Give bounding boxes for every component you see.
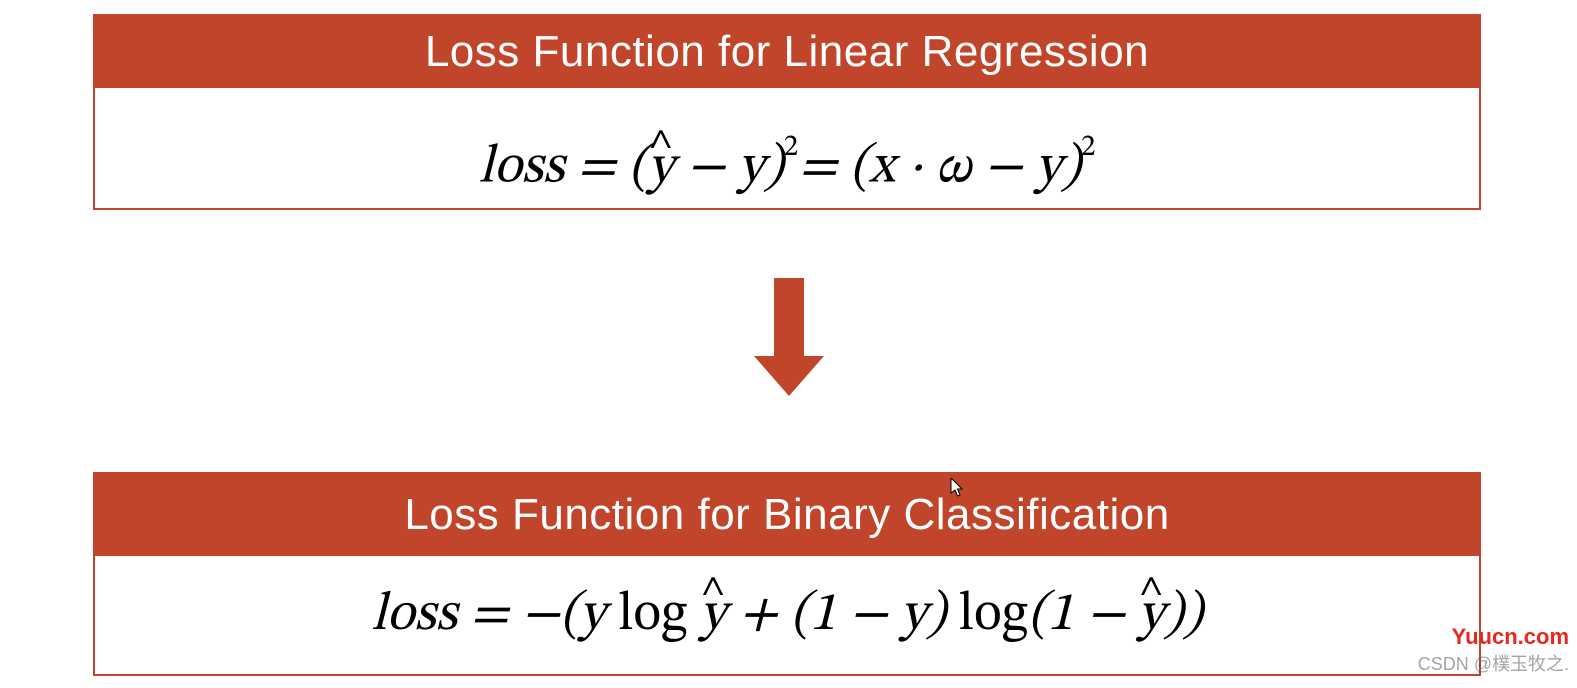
card-title: Loss Function for Linear Regression xyxy=(425,27,1149,76)
arrow-down-icon xyxy=(754,278,824,396)
card-body-binary-classification: loss = −(y log y + (1 − y) log(1 − y)) xyxy=(95,556,1479,674)
card-body-linear-regression: loss = (y − y)2= (x · ω − y)2 xyxy=(95,88,1479,208)
card-header-linear-regression: Loss Function for Linear Regression xyxy=(95,16,1479,88)
watermark-csdn: CSDN @樸玉牧之. xyxy=(1418,650,1569,676)
watermark-text: Yuucn.com xyxy=(1452,624,1569,649)
cursor-icon xyxy=(950,478,964,498)
watermark-text: CSDN @樸玉牧之. xyxy=(1418,654,1569,674)
card-title: Loss Function for Binary Classification xyxy=(404,490,1169,539)
formula-linear-regression: loss = (y − y)2= (x · ω − y)2 xyxy=(479,88,1096,228)
card-binary-classification: Loss Function for Binary Classification … xyxy=(93,472,1481,676)
card-header-binary-classification: Loss Function for Binary Classification xyxy=(95,474,1479,556)
watermark-yuucn: Yuucn.com xyxy=(1452,624,1569,650)
card-linear-regression: Loss Function for Linear Regression loss… xyxy=(93,14,1481,210)
formula-binary-classification: loss = −(y log y + (1 − y) log(1 − y)) xyxy=(371,556,1203,674)
